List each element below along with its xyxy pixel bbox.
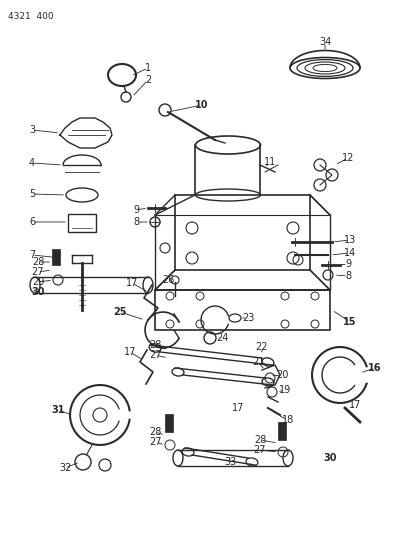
Text: 22: 22 xyxy=(256,342,268,352)
Text: 5: 5 xyxy=(29,189,35,199)
Text: 17: 17 xyxy=(232,403,244,413)
Text: 1: 1 xyxy=(145,63,151,73)
Text: 29: 29 xyxy=(32,277,44,287)
Text: 8: 8 xyxy=(133,217,139,227)
Bar xyxy=(165,414,173,432)
Text: 33: 33 xyxy=(224,457,236,467)
Text: 27: 27 xyxy=(254,445,266,455)
Text: 19: 19 xyxy=(279,385,291,395)
Text: 18: 18 xyxy=(282,415,294,425)
Text: 3: 3 xyxy=(29,125,35,135)
Text: 17: 17 xyxy=(349,400,361,410)
Text: 34: 34 xyxy=(319,37,331,47)
Text: 28: 28 xyxy=(149,340,161,350)
Text: 20: 20 xyxy=(276,370,288,380)
Text: 4321  400: 4321 400 xyxy=(8,12,53,21)
Text: 30: 30 xyxy=(323,453,337,463)
Text: 31: 31 xyxy=(51,405,65,415)
Bar xyxy=(52,249,60,265)
Text: 28: 28 xyxy=(32,257,44,267)
Text: 14: 14 xyxy=(344,248,356,258)
Text: 32: 32 xyxy=(59,463,71,473)
Text: 17: 17 xyxy=(124,347,136,357)
Text: 6: 6 xyxy=(29,217,35,227)
Text: 27: 27 xyxy=(149,437,161,447)
Text: 11: 11 xyxy=(264,157,276,167)
Text: 28: 28 xyxy=(149,427,161,437)
Text: 27: 27 xyxy=(149,350,161,360)
Text: 7: 7 xyxy=(29,250,35,260)
Text: 25: 25 xyxy=(113,307,127,317)
Text: 21: 21 xyxy=(252,357,264,367)
Text: 10: 10 xyxy=(195,100,209,110)
Text: 2: 2 xyxy=(145,75,151,85)
Text: 8: 8 xyxy=(345,271,351,281)
Text: 30: 30 xyxy=(31,287,45,297)
Text: 13: 13 xyxy=(344,235,356,245)
Bar xyxy=(278,422,286,440)
Text: 12: 12 xyxy=(342,153,354,163)
Text: 26: 26 xyxy=(162,275,174,285)
Text: 15: 15 xyxy=(343,317,357,327)
Text: 4: 4 xyxy=(29,158,35,168)
Text: 24: 24 xyxy=(216,333,228,343)
Text: 9: 9 xyxy=(133,205,139,215)
Text: 17: 17 xyxy=(126,278,138,288)
Text: 9: 9 xyxy=(345,259,351,269)
Text: 28: 28 xyxy=(254,435,266,445)
Text: 27: 27 xyxy=(32,267,44,277)
Text: 16: 16 xyxy=(368,363,382,373)
Text: 23: 23 xyxy=(242,313,254,323)
